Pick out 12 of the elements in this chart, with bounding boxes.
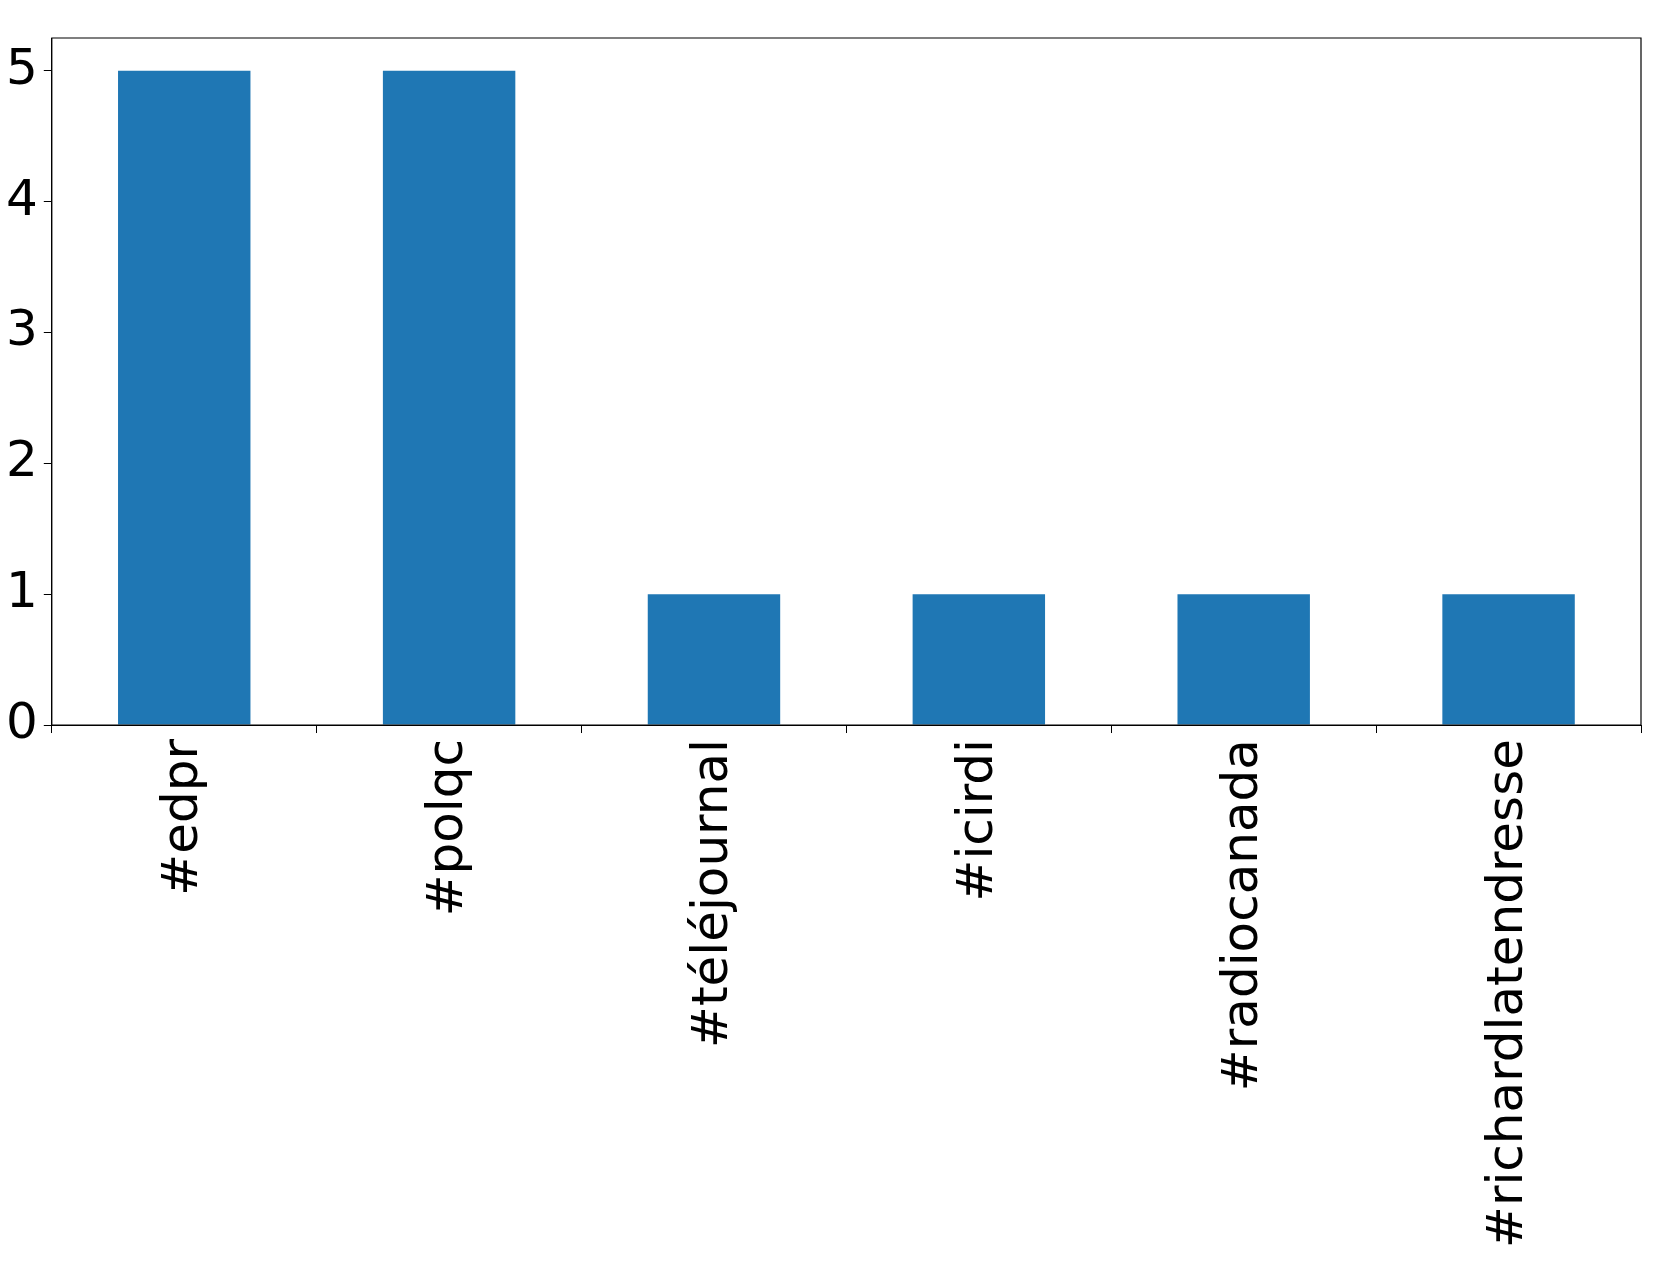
y-tick-label: 2 <box>6 430 38 489</box>
x-tick-label: #edpr <box>151 738 210 896</box>
y-tick-label: 1 <box>6 561 38 620</box>
x-tick-label: #radiocanada <box>1210 739 1269 1092</box>
y-tick-label: 4 <box>6 168 38 227</box>
x-tick-label: #richardlatendresse <box>1475 739 1534 1248</box>
y-tick-label: 5 <box>6 37 38 96</box>
x-tick-label: #polqc <box>416 739 475 917</box>
x-tick-label: #téléjournal <box>680 739 739 1048</box>
x-tick-label: #icirdi <box>945 739 1004 902</box>
y-tick-label: 3 <box>6 299 38 358</box>
y-tick-label: 0 <box>6 692 38 750</box>
